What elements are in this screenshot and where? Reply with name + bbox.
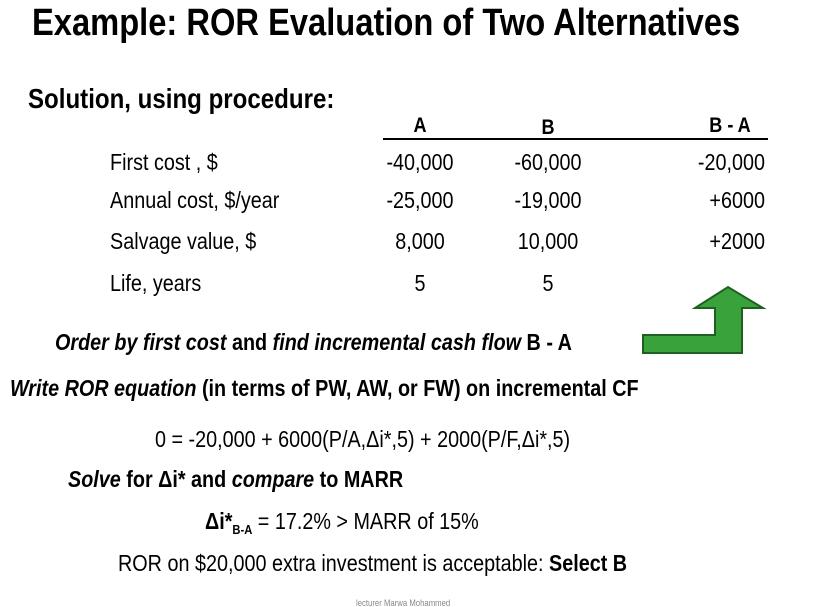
conclusion: ROR on $20,000 extra investment is accep…: [118, 552, 627, 575]
cell: -40,000: [386, 149, 454, 175]
result: Δi*B-A = 17.2% > MARR of 15%: [205, 508, 479, 537]
step-text: compare: [231, 466, 315, 492]
step-text: find incremental cash flow: [272, 329, 522, 355]
step-text: B - A: [526, 329, 572, 355]
cell: -19,000: [514, 187, 582, 213]
step-text: for Δi* and: [126, 466, 227, 492]
step-text: Order by first cost: [55, 329, 227, 355]
row-label: Salvage value, $: [110, 228, 257, 254]
cell: 8,000: [395, 228, 445, 254]
conclusion-text: ROR on $20,000 extra investment is accep…: [118, 550, 544, 576]
row-label: First cost , $: [110, 149, 218, 175]
column-header: B - A: [709, 114, 751, 137]
column-header: A: [413, 114, 427, 137]
step: Order by first cost and find incremental…: [55, 331, 572, 354]
footer: lecturer Marwa Mohammed: [356, 598, 451, 607]
result-subscript: B-A: [232, 522, 253, 537]
equation-text: 0 = -20,000 + 6000(P/A,Δi*,5) + 2000(P/F…: [155, 426, 571, 452]
step-text: Write ROR equation: [10, 375, 197, 401]
result-text: = 17.2% > MARR of 15%: [257, 508, 479, 534]
step: Solve for Δi* and compare to MARR: [68, 468, 403, 491]
step-text: to MARR: [319, 466, 404, 492]
column-header: B: [541, 116, 555, 139]
cell: 5: [542, 270, 554, 296]
row-label: Annual cost, $/year: [110, 187, 280, 213]
cell: +6000: [709, 187, 765, 213]
result-symbol: Δi*: [205, 508, 233, 534]
cell: 5: [414, 270, 426, 296]
step-text: Solve: [68, 466, 121, 492]
equation: 0 = -20,000 + 6000(P/A,Δi*,5) + 2000(P/F…: [155, 428, 570, 451]
subtitle: Solution, using procedure:: [28, 83, 335, 114]
arrow: [642, 285, 767, 354]
title: Example: ROR Evaluation of Two Alternati…: [32, 2, 741, 44]
cell: 10,000: [517, 228, 579, 254]
conclusion-emphasis: Select B: [549, 550, 628, 576]
row-label: Life, years: [110, 270, 202, 296]
step-text: (in terms of PW, AW, or FW) on increment…: [201, 375, 639, 401]
cell: -20,000: [697, 149, 765, 175]
cell: -60,000: [514, 149, 582, 175]
cell: +2000: [709, 228, 765, 254]
step-text: and: [231, 329, 268, 355]
cell: -25,000: [386, 187, 454, 213]
step: Write ROR equation (in terms of PW, AW, …: [10, 377, 639, 400]
